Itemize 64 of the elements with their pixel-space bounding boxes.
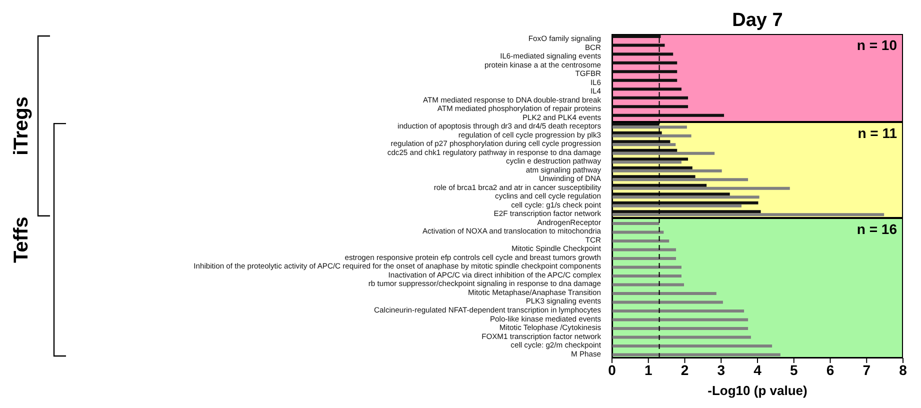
bar xyxy=(612,126,687,129)
bar xyxy=(612,114,724,117)
bar xyxy=(612,148,678,152)
x-tick-label: 6 xyxy=(826,362,834,378)
bar xyxy=(612,256,676,260)
bar xyxy=(612,169,722,172)
bar xyxy=(612,192,730,196)
bar xyxy=(612,222,660,225)
band-label: n = 10 xyxy=(856,37,897,53)
bar xyxy=(612,122,660,126)
bar xyxy=(612,88,682,91)
x-tick-label: 5 xyxy=(790,362,798,378)
bar xyxy=(612,175,696,178)
bar xyxy=(612,134,692,138)
x-tick-label: 8 xyxy=(899,362,908,378)
bar xyxy=(612,166,692,170)
x-tick-label: 7 xyxy=(862,362,871,378)
bar xyxy=(612,196,760,199)
bar xyxy=(612,283,684,286)
bar xyxy=(612,178,748,182)
x-tick-label: 2 xyxy=(680,362,689,378)
x-tick-label: 1 xyxy=(644,362,652,378)
bar xyxy=(612,300,723,304)
band-label: n = 11 xyxy=(858,124,897,141)
bar xyxy=(612,140,670,144)
bar xyxy=(612,344,772,348)
bar xyxy=(612,160,682,164)
bar xyxy=(612,204,742,208)
x-tick-label: 4 xyxy=(754,362,762,378)
band-label: n = 16 xyxy=(856,220,897,237)
bar xyxy=(612,248,676,252)
bar xyxy=(612,292,716,295)
bar xyxy=(612,327,748,330)
bar xyxy=(612,152,715,155)
bar xyxy=(612,184,707,187)
bar xyxy=(612,143,676,146)
x-tick-label: 3 xyxy=(717,362,726,378)
bar xyxy=(612,318,748,322)
bar xyxy=(612,131,662,134)
bar xyxy=(612,105,688,108)
bar xyxy=(612,35,661,38)
bar xyxy=(612,353,780,356)
bar xyxy=(612,158,688,161)
bar xyxy=(612,336,751,339)
bar xyxy=(612,274,682,278)
bar xyxy=(612,310,744,313)
x-axis-title: -Log10 (p value) xyxy=(708,383,808,398)
bar xyxy=(612,230,664,234)
bar xyxy=(612,44,665,47)
bar xyxy=(612,201,758,204)
chart-title: Day 7 xyxy=(731,10,784,32)
bar xyxy=(612,186,790,190)
bar xyxy=(612,210,761,214)
bar xyxy=(612,239,670,242)
x-tick-label: 0 xyxy=(608,362,616,378)
bar xyxy=(612,213,884,216)
text: Teffs xyxy=(10,216,32,263)
bar xyxy=(612,52,674,56)
bar xyxy=(612,266,682,269)
bar xyxy=(612,96,688,100)
bar xyxy=(612,78,678,82)
text: iTregs xyxy=(10,96,32,156)
bar xyxy=(612,61,678,64)
bar xyxy=(612,70,678,74)
